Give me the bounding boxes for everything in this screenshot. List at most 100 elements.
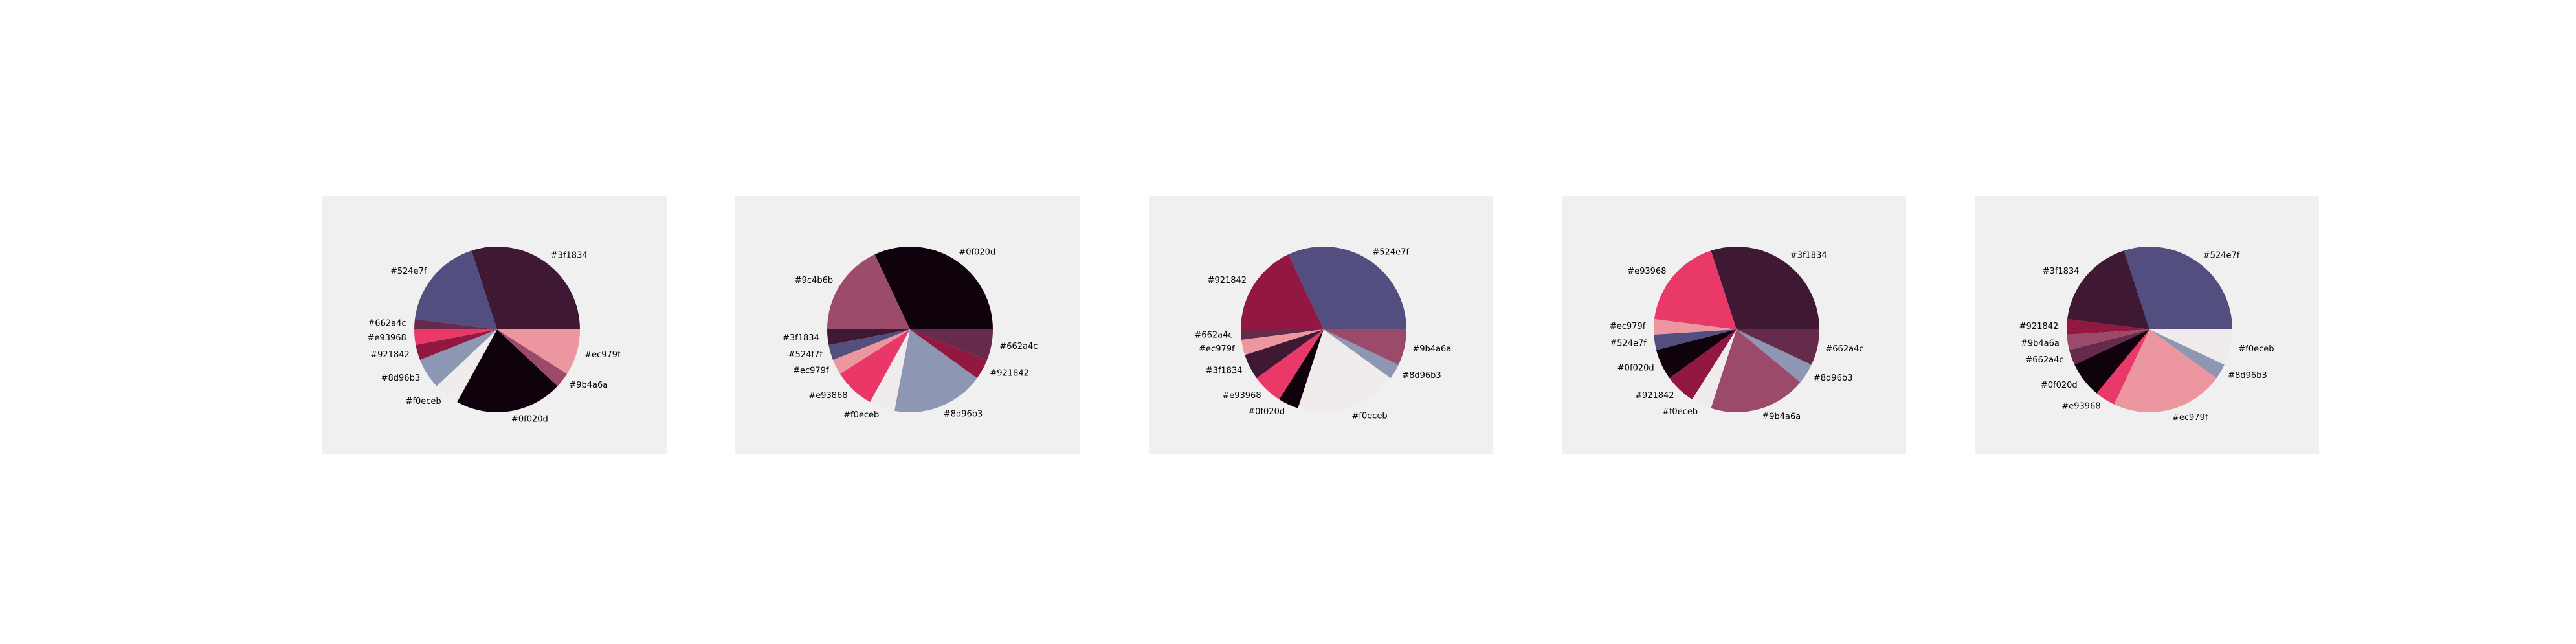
pie-chart: #0f020d #9c4b6b #3f1834 #524f7f #ec979f #e938… (783, 246, 1038, 420)
slice-label: #f0eceb (406, 397, 441, 406)
pie-slice (827, 254, 910, 329)
pie-slice (2096, 329, 2149, 405)
pie-slice (910, 329, 993, 361)
pie-chart: #3f1834 #524e7f #662a4c #e93968 #921842 #8d96… (368, 246, 621, 425)
pie-slice (832, 329, 910, 374)
pie-slice (414, 329, 497, 345)
pie-slice (1654, 329, 1737, 350)
pie-slice (1711, 329, 1801, 413)
slice-label: #3f1834 (783, 333, 819, 343)
slice-label: #3f1834 (1206, 366, 1243, 375)
slice-label: #0f020d (2041, 381, 2078, 390)
pie-slice (894, 329, 977, 412)
slice-label: #3f1834 (1790, 251, 1827, 261)
pie-slice (1654, 250, 1737, 329)
pie-slice (1656, 329, 1737, 379)
pie-chart: #3f1834 #e93968 #ec979f #524e7f #0f020d #9218… (1610, 246, 1863, 422)
pie-slice (2069, 329, 2149, 365)
pie-slice (436, 329, 497, 403)
slice-label: #0f020d (1248, 407, 1285, 417)
pie-chart: #524e7f #921842 #662a4c #ec979f #3f1834 #e939… (1194, 246, 1451, 421)
slice-label: #662a4c (1825, 344, 1863, 354)
slice-label: #e93968 (2061, 401, 2100, 411)
slice-label: #9b4a6a (2021, 339, 2060, 349)
pie-slice (497, 329, 580, 374)
slice-label: #8d96b3 (381, 373, 420, 383)
pie-slice (2067, 250, 2149, 329)
slice-label: #524e7f (390, 267, 427, 276)
pie-slice (471, 246, 580, 329)
slice-label: #8d96b3 (1402, 371, 1441, 381)
pie-slice (2074, 329, 2149, 394)
slice-label: #f0eceb (843, 410, 879, 420)
slice-label: #3f1834 (551, 251, 588, 261)
pie-slice (1737, 329, 1812, 383)
pie-slice (874, 246, 993, 329)
slice-label: #921842 (1635, 391, 1674, 401)
pie-slice (1241, 329, 1324, 340)
pie-slice (419, 329, 497, 386)
slice-label: #9b4a6a (1412, 344, 1451, 354)
pie-slice (2067, 329, 2149, 350)
pie-slice (1324, 329, 1399, 379)
pie-slice (1653, 318, 1737, 335)
slice-label: #9b4a6a (569, 381, 608, 390)
slice-label: #e93868 (808, 391, 847, 401)
slice-label: #e93968 (1222, 391, 1261, 401)
pie-chart-panel: #3f1834 #524e7f #662a4c #e93968 #921842 #8d96… (322, 196, 667, 454)
slice-label: #921842 (1208, 276, 1247, 285)
slice-label: #f0eceb (1352, 411, 1388, 421)
slice-label: #524e7f (1372, 248, 1409, 258)
slice-label: #524e7f (1610, 339, 1647, 349)
slice-label: #921842 (2019, 322, 2059, 331)
pie-slice (2149, 329, 2225, 379)
slice-label: #0f020d (1617, 363, 1654, 373)
slice-label: #e93968 (1627, 267, 1666, 276)
pie-chart-panel: #524e7f #3f1834 #921842 #9b4a6a #662a4c #0f02… (1975, 196, 2319, 454)
pie-slice (839, 329, 910, 403)
slice-label: #662a4c (2025, 355, 2063, 365)
slice-label: #8d96b3 (944, 409, 983, 419)
pie-slice (828, 329, 910, 361)
slice-label: #ec979f (2172, 413, 2208, 423)
slice-label: #0f020d (959, 248, 995, 258)
pie-slice (827, 329, 910, 345)
pie-chart-panel: #0f020d #9c4b6b #3f1834 #524f7f #ec979f #e938… (735, 196, 1080, 454)
slice-label: #0f020d (511, 415, 548, 425)
pie-slice (457, 329, 558, 413)
pie-slice (1241, 329, 1324, 355)
slice-label: #ec979f (1610, 322, 1646, 331)
slice-label: #ec979f (584, 350, 621, 360)
pie-slice (1711, 246, 1819, 329)
pie-slice (1669, 329, 1737, 400)
pie-chart: #524e7f #3f1834 #921842 #9b4a6a #662a4c #0f02… (2019, 246, 2274, 423)
pie-slice (497, 329, 568, 386)
pie-slice (2149, 329, 2232, 365)
slice-label: #8d96b3 (2228, 371, 2267, 381)
pie-slice (910, 329, 988, 379)
pie-slice (870, 329, 910, 411)
slice-label: #ec979f (793, 366, 829, 375)
slice-label: #e93968 (368, 333, 406, 343)
pie-slice (1737, 329, 1819, 365)
slice-label: #662a4c (999, 342, 1038, 351)
pie-chart-panel: #3f1834 #e93968 #ec979f #524e7f #0f020d #9218… (1562, 196, 1906, 454)
pie-slice (1692, 329, 1737, 408)
slice-label: #524e7f (2203, 251, 2240, 261)
slice-label: #662a4c (1194, 330, 1232, 340)
pie-slice (1245, 329, 1324, 379)
pie-slice (416, 329, 497, 361)
pie-slice (1279, 329, 1324, 408)
pie-slice (1241, 254, 1324, 329)
slice-label: #3f1834 (2043, 267, 2080, 276)
slice-label: #8d96b3 (1814, 373, 1852, 383)
slice-label: #9b4a6a (1762, 412, 1801, 422)
pie-slice (2124, 246, 2232, 329)
pie-slice (1256, 329, 1324, 400)
slice-label: #ec979f (1199, 344, 1235, 354)
pie-slice (415, 250, 497, 329)
pie-slice (2114, 329, 2217, 413)
slice-label: #524f7f (788, 350, 823, 360)
slice-label: #9c4b6b (795, 276, 833, 285)
